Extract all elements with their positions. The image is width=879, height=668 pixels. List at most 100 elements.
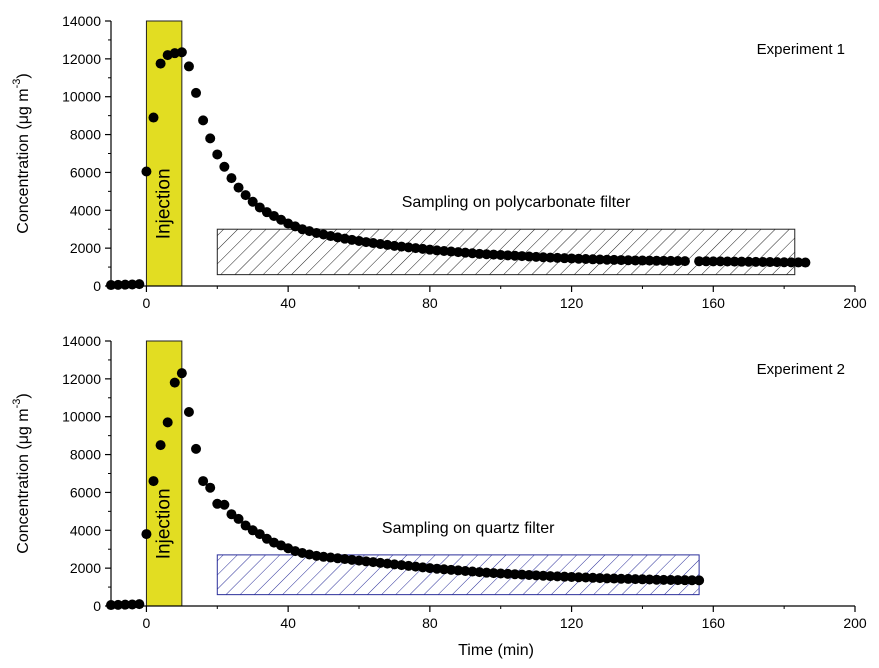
data-point — [580, 572, 591, 583]
y-axis-label: Concentration (μg m-3) — [11, 73, 32, 233]
data-point — [488, 568, 499, 579]
data-point — [176, 368, 187, 379]
data-point — [623, 255, 634, 266]
data-point — [191, 443, 202, 454]
data-point — [658, 574, 669, 585]
data-point — [665, 255, 676, 266]
x-tick-label: 0 — [143, 615, 151, 631]
x-tick-label: 80 — [422, 615, 438, 631]
data-point — [786, 257, 797, 268]
data-point — [148, 112, 159, 123]
x-tick-label: 40 — [280, 295, 296, 311]
data-point — [587, 572, 598, 583]
data-point — [481, 567, 492, 578]
y-tick-label: 14000 — [62, 13, 101, 29]
chart-panel-1: Injection Sampling on polycarbonate filte… — [11, 13, 867, 311]
data-point — [516, 251, 527, 262]
x-tick-label: 200 — [843, 615, 867, 631]
data-point — [772, 257, 783, 268]
data-point — [219, 161, 230, 172]
data-point — [743, 256, 754, 267]
data-point — [750, 256, 761, 267]
y-tick-label: 14000 — [62, 333, 101, 349]
x-axis-label: Time (min) — [458, 642, 534, 659]
data-point — [594, 573, 605, 584]
y-tick-label: 2000 — [70, 240, 101, 256]
data-point — [524, 569, 535, 580]
data-point — [665, 574, 676, 585]
data-point — [764, 257, 775, 268]
y-axis-label-sup: -3 — [11, 79, 23, 89]
data-point — [205, 133, 216, 144]
data-point — [559, 571, 570, 582]
y-axis-label-close: ) — [15, 393, 32, 398]
y-tick-label: 12000 — [62, 371, 101, 387]
data-point — [162, 417, 173, 428]
sampling-label: Sampling on polycarbonate filter — [402, 194, 631, 211]
data-point — [637, 574, 648, 585]
data-point — [488, 249, 499, 260]
data-point — [155, 440, 166, 451]
y-tick-label: 0 — [93, 598, 101, 614]
data-point — [679, 256, 690, 267]
panel-label: Experiment 1 — [757, 41, 845, 58]
data-point — [559, 253, 570, 264]
data-point — [651, 255, 662, 266]
data-point — [474, 248, 485, 259]
data-point — [602, 254, 612, 265]
y-tick-label: 4000 — [70, 202, 101, 218]
data-point — [538, 570, 549, 581]
data-point — [247, 196, 258, 207]
data-point — [609, 573, 620, 584]
data-point — [630, 574, 641, 585]
y-axis-label-main: Concentration (μg m — [15, 408, 32, 553]
data-point — [602, 573, 612, 584]
y-tick-label: 2000 — [70, 560, 101, 576]
data-point — [502, 250, 513, 261]
y-axis-label-close: ) — [15, 73, 32, 78]
data-point — [183, 406, 194, 417]
data-point — [226, 509, 237, 520]
data-point — [694, 575, 705, 586]
data-point — [552, 571, 563, 582]
data-point — [736, 256, 747, 267]
y-tick-label: 12000 — [62, 51, 101, 67]
data-point — [183, 61, 194, 72]
data-point — [701, 256, 712, 267]
data-point — [630, 255, 641, 266]
data-point — [169, 377, 180, 388]
y-axis-label: Concentration (μg m-3) — [11, 393, 32, 553]
chart-panel-2: Injection Sampling on quartz filter 0 40 80 1… — [11, 333, 867, 659]
data-point — [509, 569, 520, 580]
y-tick-label: 6000 — [70, 484, 101, 500]
data-point — [113, 279, 124, 290]
y-tick-label: 8000 — [70, 447, 101, 463]
data-point — [226, 173, 237, 184]
data-point — [155, 58, 166, 69]
x-tick-label: 160 — [702, 615, 726, 631]
y-tick-label: 10000 — [62, 89, 101, 105]
data-point — [120, 279, 131, 290]
data-point — [793, 257, 804, 268]
data-point — [120, 599, 131, 610]
data-point — [516, 569, 527, 580]
data-point — [254, 202, 265, 213]
data-point — [233, 182, 244, 193]
data-point — [148, 476, 159, 487]
x-tick-label: 160 — [702, 295, 726, 311]
data-point — [637, 255, 648, 266]
data-point — [616, 255, 627, 266]
data-point — [141, 166, 152, 177]
data-point — [566, 571, 577, 582]
data-point — [113, 599, 124, 610]
data-point — [233, 513, 244, 524]
data-point — [779, 257, 790, 268]
data-point — [191, 87, 202, 98]
data-point — [672, 256, 683, 267]
sampling-label: Sampling on quartz filter — [382, 520, 555, 537]
data-point — [587, 254, 598, 265]
data-point — [481, 249, 492, 260]
data-point — [176, 47, 187, 58]
